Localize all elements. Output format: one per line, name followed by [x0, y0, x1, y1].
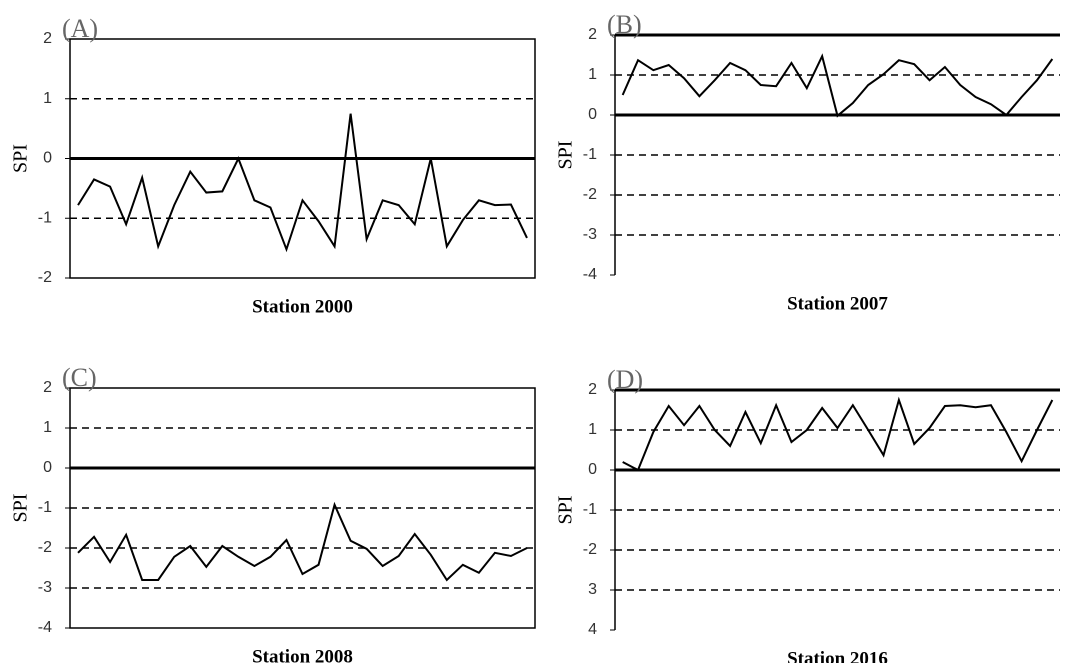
y-axis-label: SPI	[555, 496, 577, 525]
y-tick-label: -3	[38, 579, 52, 596]
y-tick-label: -1	[38, 499, 52, 516]
y-tick-label: 1	[43, 90, 52, 107]
y-tick-label: -4	[583, 266, 597, 283]
y-tick-label: 0	[588, 106, 597, 123]
y-tick-label: -2	[583, 186, 597, 203]
y-tick-label: 4	[588, 621, 597, 638]
y-tick-label: -1	[583, 146, 597, 163]
y-tick-label: 1	[43, 419, 52, 436]
y-tick-label: 1	[588, 66, 597, 83]
y-axis-label: SPI	[555, 141, 577, 170]
y-axis-label: SPI	[10, 144, 32, 173]
x-axis-label: Station 2008	[252, 646, 353, 663]
y-tick-label: -2	[38, 539, 52, 556]
data-line	[621, 53, 1054, 118]
panel-label: (C)	[62, 363, 97, 392]
y-tick-label: -4	[38, 619, 52, 636]
x-axis-label: Station 2016	[787, 648, 888, 663]
y-tick-label: 2	[588, 26, 597, 43]
y-tick-label: 2	[43, 379, 52, 396]
panel-label: (D)	[607, 365, 643, 394]
y-tick-label: 3	[588, 581, 597, 598]
y-tick-label: 0	[43, 150, 52, 167]
y-tick-label: -2	[38, 269, 52, 286]
y-axis-label: SPI	[10, 494, 32, 523]
y-tick-label: -3	[583, 226, 597, 243]
data-line	[77, 501, 528, 582]
y-tick-label: 0	[43, 459, 52, 476]
x-axis-label: Station 2000	[252, 296, 353, 317]
plot-frame	[69, 38, 536, 279]
panel-label: (A)	[62, 14, 98, 43]
y-tick-label: -1	[583, 501, 597, 518]
plot-frame	[69, 387, 536, 629]
y-tick-label: 2	[43, 30, 52, 47]
y-tick-label: 0	[588, 461, 597, 478]
y-tick-label: 1	[588, 421, 597, 438]
data-line	[622, 396, 1054, 472]
y-tick-label: -1	[38, 209, 52, 226]
panel-label: (B)	[607, 10, 642, 39]
y-tick-label: -2	[583, 541, 597, 558]
data-line	[77, 113, 528, 253]
y-tick-label: 2	[588, 381, 597, 398]
x-axis-label: Station 2007	[787, 293, 888, 314]
